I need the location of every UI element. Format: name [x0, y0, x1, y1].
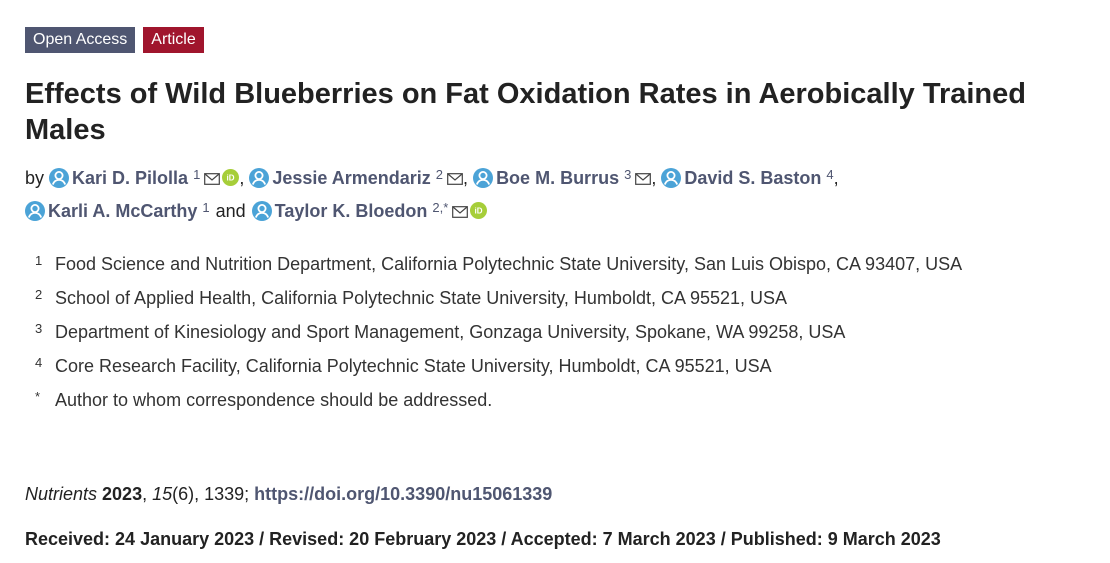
affiliation-text: Food Science and Nutrition Department, C… — [55, 254, 963, 274]
separator: , — [463, 168, 469, 188]
author-entry: Boe M. Burrus 3, — [473, 168, 656, 188]
byline: by Kari D. Pilolla 1 iD, Jessie Armendari… — [25, 164, 955, 230]
email-icon[interactable] — [204, 169, 221, 189]
affiliation: 3 Department of Kinesiology and Sport Man… — [25, 318, 1015, 347]
badge: Article — [143, 27, 204, 53]
affiliation-mark: 3 — [35, 321, 43, 336]
affiliation-ref: 2 — [435, 167, 444, 182]
svg-text:iD: iD — [227, 174, 235, 183]
affiliation-text: Department of Kinesiology and Sport Mana… — [55, 322, 846, 342]
email-icon[interactable] — [447, 169, 463, 189]
email-icon[interactable] — [452, 202, 469, 222]
separator: , — [651, 168, 657, 188]
citation-part: Nutrients — [25, 484, 103, 504]
affiliation-mark: 4 — [35, 355, 43, 370]
author-name[interactable]: Boe M. Burrus — [496, 168, 620, 188]
author-name[interactable]: Taylor K. Bloedon — [274, 201, 428, 221]
affiliation: 2 School of Applied Health, California Po… — [25, 284, 1015, 313]
citation-part: (6), 1339; — [172, 484, 255, 504]
affiliation-ref: 1 — [193, 167, 201, 182]
author-entry: Taylor K. Bloedon 2,* iD — [251, 200, 488, 223]
author-name[interactable]: Karli A. McCarthy — [48, 201, 198, 221]
citation-part: 2023 — [102, 484, 143, 504]
badges: Open Access Article — [25, 27, 204, 53]
affiliation: * Author to whom correspondence should be… — [25, 386, 1015, 415]
affiliation-ref: 1 — [202, 200, 210, 215]
person-icon — [473, 168, 494, 192]
by-label: by — [25, 168, 45, 188]
author-entry: Kari D. Pilolla 1 iD, — [49, 168, 244, 188]
author-name[interactable]: David S. Baston — [684, 168, 822, 188]
citation-part: , — [142, 484, 153, 504]
orcid-icon[interactable]: iD — [222, 169, 240, 190]
orcid-icon[interactable]: iD — [470, 202, 488, 223]
author-name[interactable]: Jessie Armendariz — [272, 168, 431, 188]
person-icon — [49, 168, 70, 192]
author-entry: Jessie Armendariz 2, — [249, 168, 468, 188]
dates: Received: 24 January 2023 / Revised: 20 … — [25, 529, 941, 549]
badge: Open Access — [25, 27, 136, 53]
affiliation-ref: 3 — [624, 167, 632, 182]
doi-link[interactable]: https://doi.org/10.3390/nu15061339 — [254, 484, 553, 504]
author-entry: Karli A. McCarthy 1 and — [25, 201, 252, 221]
affiliation-mark: * — [35, 389, 41, 404]
affiliation-text: School of Applied Health, California Pol… — [55, 288, 788, 308]
affiliation-mark: 1 — [35, 253, 43, 268]
affiliation-ref: 2,* — [432, 200, 449, 215]
author-entry: David S. Baston 4, — [661, 167, 839, 188]
citation-part: 15 — [152, 484, 173, 504]
person-icon — [25, 201, 45, 225]
svg-text:iD: iD — [475, 207, 483, 216]
affiliation-text: Core Research Facility, California Polyt… — [55, 356, 772, 376]
separator: , — [833, 168, 839, 188]
article-title: Effects of Wild Blueberries on Fat Oxida… — [25, 78, 1026, 146]
person-icon — [251, 201, 272, 225]
email-icon[interactable] — [635, 169, 652, 189]
separator: and — [215, 201, 246, 221]
author-name[interactable]: Kari D. Pilolla — [72, 168, 189, 188]
person-icon — [249, 168, 270, 192]
affiliations: 1 Food Science and Nutrition Department, … — [25, 250, 1015, 420]
person-icon — [661, 168, 682, 192]
citation: Nutrients 2023, 15(6), 1339; https://doi… — [25, 484, 552, 505]
separator: , — [239, 168, 245, 188]
affiliation-ref: 4 — [826, 167, 834, 182]
affiliation: 4 Core Research Facility, California Poly… — [25, 352, 1015, 381]
affiliation-mark: 2 — [35, 287, 43, 302]
affiliation-text: Author to whom correspondence should be … — [55, 390, 493, 410]
affiliation: 1 Food Science and Nutrition Department, … — [25, 250, 1015, 279]
